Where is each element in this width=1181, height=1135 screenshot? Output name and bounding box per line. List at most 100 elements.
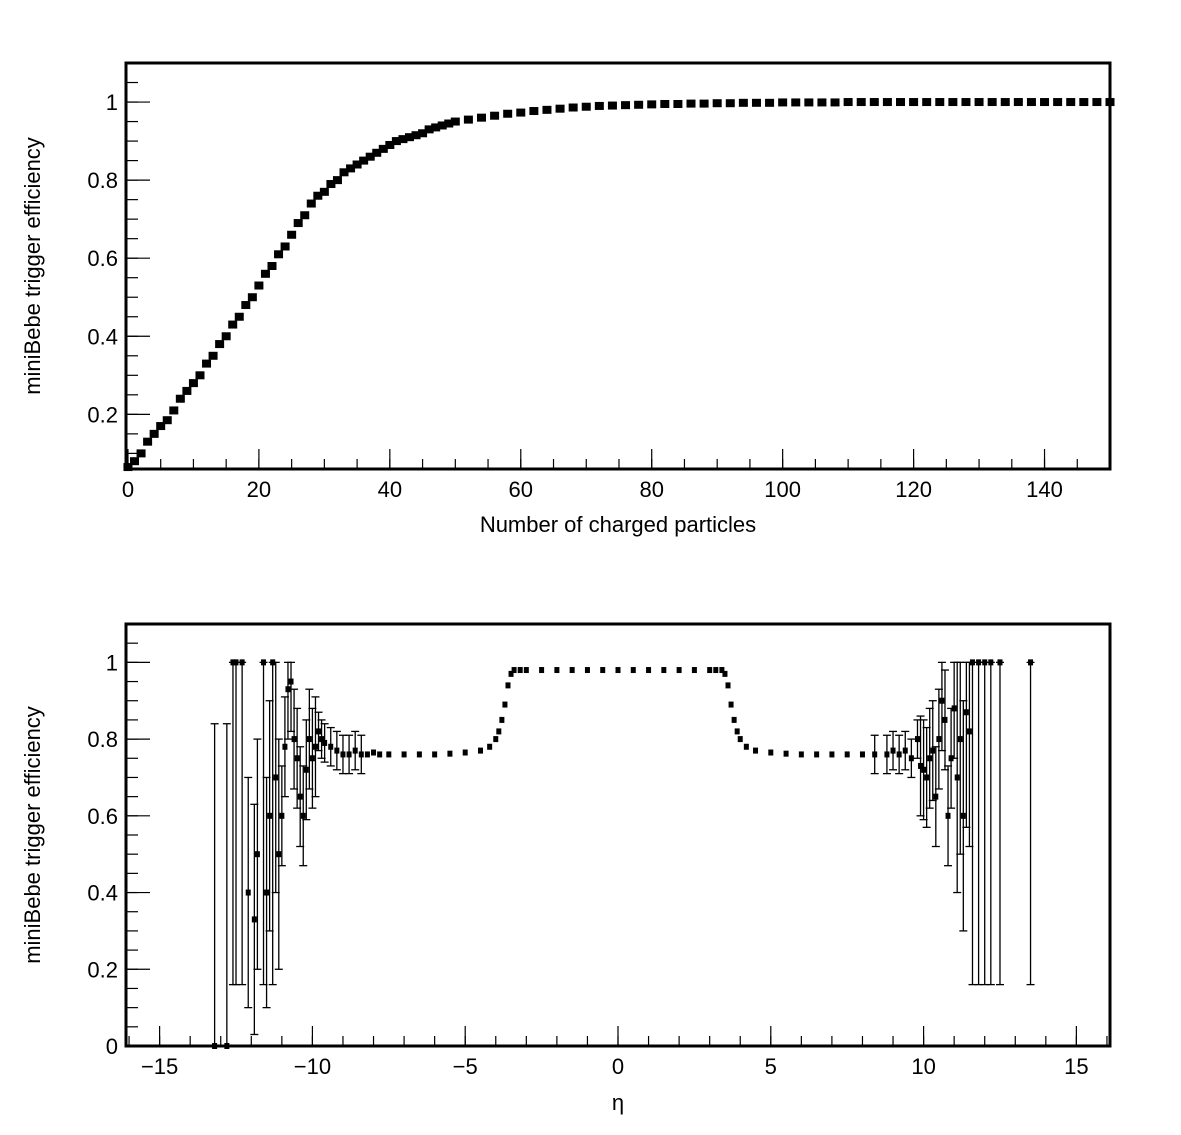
data-point (447, 750, 453, 757)
data-point (300, 812, 306, 819)
data-point (843, 98, 853, 107)
data-point (951, 705, 957, 712)
data-point (332, 176, 342, 185)
data-point (554, 667, 560, 674)
data-point (401, 751, 407, 758)
data-point (245, 889, 251, 896)
major-ticks-multiplicity (126, 101, 1046, 469)
data-point (927, 755, 933, 762)
data-point (621, 101, 631, 110)
data-point (260, 269, 270, 278)
data-point (517, 667, 523, 674)
data-point (228, 320, 238, 329)
x-tick-label: 140 (1026, 477, 1063, 502)
data-point (326, 180, 336, 189)
data-point (954, 774, 960, 781)
data-point (493, 736, 499, 743)
data-point (432, 751, 438, 758)
data-point (136, 449, 146, 458)
data-point (1079, 98, 1089, 107)
data-point (156, 422, 166, 431)
data-point (1040, 98, 1050, 107)
data-point (594, 101, 604, 110)
data-point (957, 736, 963, 743)
data-point (935, 98, 945, 107)
data-point (765, 98, 775, 107)
data-point (699, 99, 709, 108)
plot-frame-multiplicity (124, 61, 1112, 471)
data-point (334, 747, 340, 754)
data-point (339, 168, 349, 177)
data-point (291, 736, 297, 743)
data-point (261, 659, 267, 666)
data-point (297, 793, 303, 800)
data-point (691, 667, 697, 674)
data-point (267, 262, 277, 270)
data-point (859, 751, 865, 758)
data-point (505, 682, 511, 689)
data-point (241, 301, 251, 310)
data-point (202, 359, 212, 368)
data-point (516, 108, 526, 117)
major-ticks-eta (126, 661, 1077, 1047)
data-point (319, 736, 325, 743)
data-point (306, 736, 312, 743)
x-tick-labels-eta: −15 −10 −5 0 5 10 15 (141, 1054, 1089, 1079)
data-point (830, 98, 840, 107)
data-point (431, 123, 441, 132)
data-point (942, 716, 948, 723)
data-point (600, 667, 606, 674)
data-point (294, 755, 300, 762)
data-point (221, 332, 231, 341)
x-tick-label: 60 (509, 477, 533, 502)
data-point (1053, 98, 1063, 107)
x-tick-label: 20 (247, 477, 271, 502)
data-point (372, 148, 382, 157)
data-point (416, 751, 422, 758)
data-point (188, 379, 198, 388)
data-point (346, 751, 352, 758)
data-point (922, 98, 932, 107)
data-point (798, 751, 804, 758)
y-tick-label: 0.4 (87, 324, 118, 349)
data-point (751, 98, 761, 107)
data-point (130, 457, 140, 466)
data-point (630, 667, 636, 674)
data-point (365, 152, 375, 161)
data-point (477, 747, 483, 754)
data-point (1092, 98, 1102, 107)
y-tick-label: 0.2 (87, 402, 118, 427)
data-point (280, 242, 290, 251)
data-point (890, 747, 896, 754)
data-point (676, 667, 682, 674)
data-point (607, 101, 617, 110)
data-point (743, 743, 749, 750)
data-point (647, 100, 657, 109)
data-point (274, 250, 284, 259)
data-point (646, 667, 652, 674)
data-point (175, 394, 185, 403)
data-point (490, 111, 500, 120)
data-point (288, 678, 294, 685)
data-point (896, 751, 902, 758)
data-point (328, 743, 334, 750)
y-tick-labels-multiplicity: 0.2 0.4 0.6 0.8 1 (87, 90, 118, 427)
data-point (450, 117, 460, 126)
data-point (660, 99, 670, 108)
data-point (322, 739, 328, 746)
data-point (804, 98, 814, 107)
data-point (615, 667, 621, 674)
y-tick-label: 0.8 (87, 727, 118, 752)
x-tick-label: 0 (612, 1054, 624, 1079)
data-point (476, 113, 486, 122)
x-axis-label-multiplicity: Number of charged particles (480, 512, 756, 537)
data-point (719, 667, 725, 674)
data-point (340, 751, 346, 758)
data-point (738, 98, 748, 107)
data-point (313, 191, 323, 200)
data-point (1066, 98, 1076, 107)
data-point (737, 736, 743, 743)
data-point (948, 98, 958, 107)
data-point (503, 109, 513, 118)
data-point (508, 670, 514, 677)
